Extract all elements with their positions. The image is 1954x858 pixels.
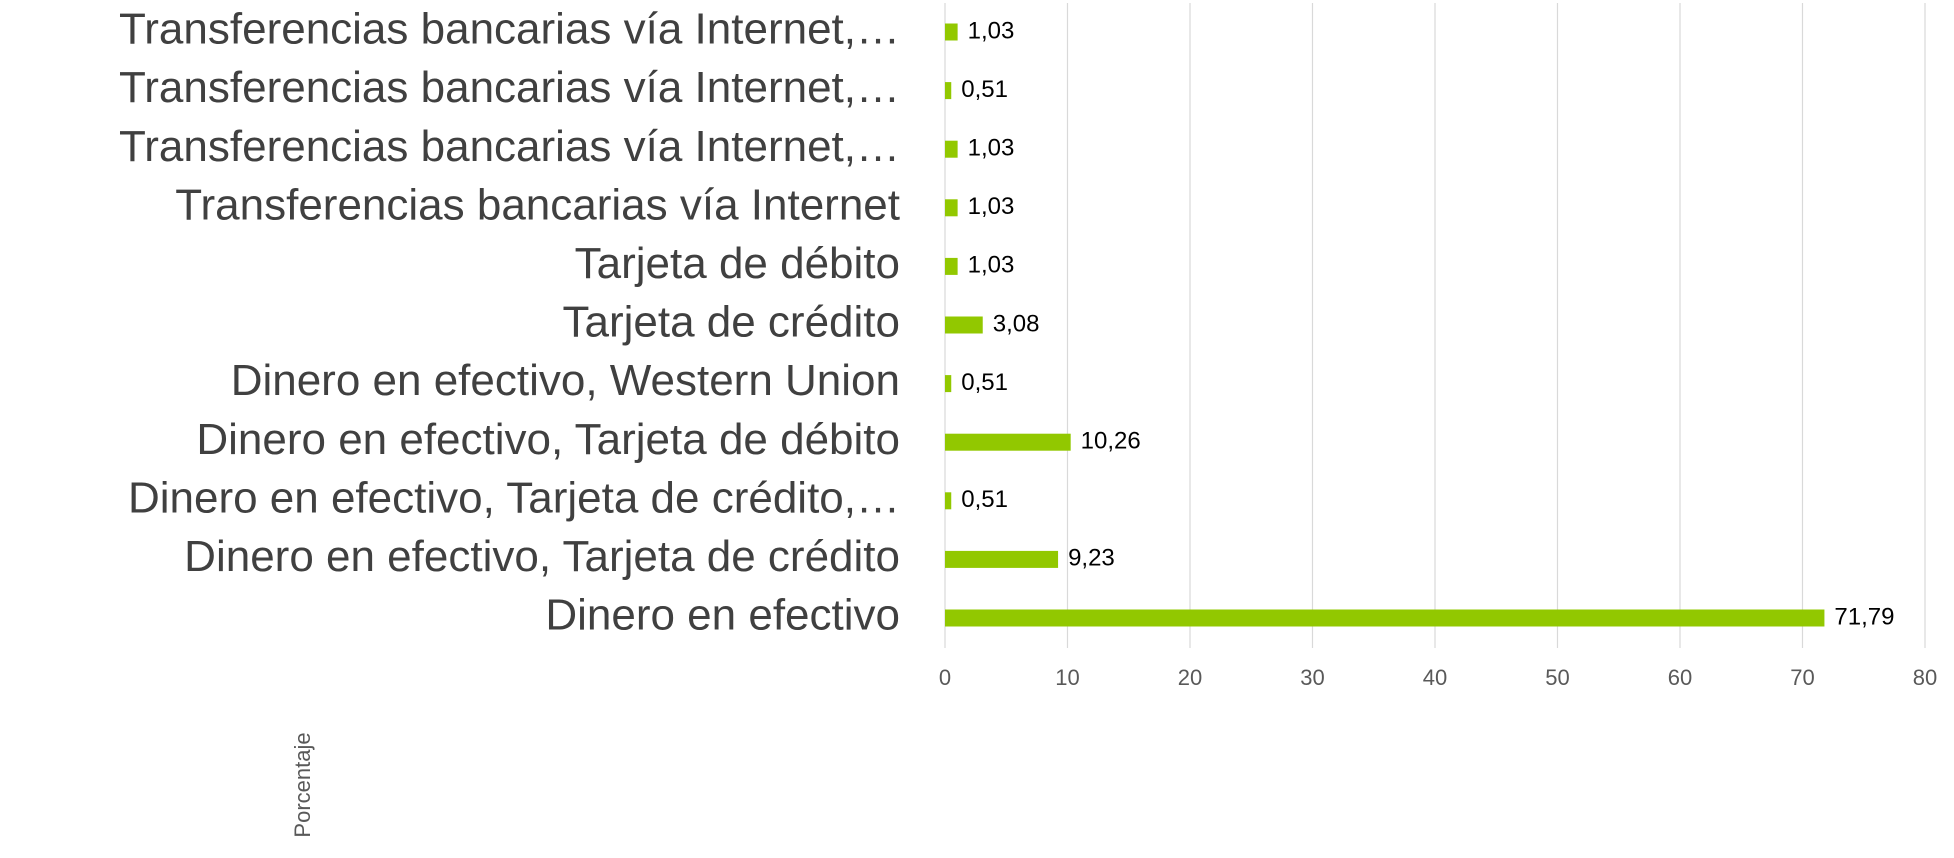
bar xyxy=(945,82,952,100)
bar xyxy=(945,257,958,275)
bar xyxy=(945,433,1071,451)
x-tick-label: 10 xyxy=(1055,665,1079,690)
x-tick-label: 30 xyxy=(1300,665,1324,690)
y-tick-label: Tarjeta de débito xyxy=(575,239,900,288)
bar xyxy=(945,375,952,393)
y-tick-label: Dinero en efectivo, Western Union xyxy=(231,356,900,405)
data-label: 0,51 xyxy=(961,486,1008,513)
y-tick-label: Dinero en efectivo, Tarjeta de débito xyxy=(196,415,900,464)
data-label: 1,03 xyxy=(968,193,1015,220)
bar xyxy=(945,23,958,41)
data-label: 3,08 xyxy=(993,310,1040,337)
y-tick-label: Tarjeta de crédito xyxy=(562,298,900,347)
y-tick-label: Transferencias bancarias vía Internet,… xyxy=(119,5,900,54)
y-tick-label: Dinero en efectivo, Tarjeta de crédito xyxy=(184,532,900,581)
data-label: 1,03 xyxy=(968,17,1015,44)
bar xyxy=(945,140,958,158)
x-tick-label: 80 xyxy=(1913,665,1937,690)
bar xyxy=(945,609,1825,627)
x-tick-label: 50 xyxy=(1545,665,1569,690)
data-label: 9,23 xyxy=(1068,545,1115,572)
x-tick-label: 40 xyxy=(1423,665,1447,690)
data-label: 1,03 xyxy=(968,135,1015,162)
x-tick-label: 60 xyxy=(1668,665,1692,690)
x-tick-label: 20 xyxy=(1178,665,1202,690)
data-label: 0,51 xyxy=(961,76,1008,103)
y-tick-label: Transferencias bancarias vía Internet,… xyxy=(119,122,900,171)
y-tick-label: Dinero en efectivo, Tarjeta de crédito,… xyxy=(128,473,900,522)
bar xyxy=(945,550,1059,568)
bar xyxy=(945,492,952,510)
bar xyxy=(945,316,983,334)
y-tick-label: Transferencias bancarias vía Internet,… xyxy=(119,63,900,112)
data-label: 71,79 xyxy=(1834,603,1894,630)
data-label: 0,51 xyxy=(961,369,1008,396)
x-tick-label: 70 xyxy=(1790,665,1814,690)
data-label: 1,03 xyxy=(968,252,1015,279)
x-tick-label: 0 xyxy=(939,665,951,690)
y-tick-label: Transferencias bancarias vía Internet xyxy=(175,180,900,229)
y-tick-label: Dinero en efectivo xyxy=(545,591,900,640)
data-label: 10,26 xyxy=(1081,428,1141,455)
axis-title: Porcentaje xyxy=(290,732,315,837)
bar xyxy=(945,199,958,217)
